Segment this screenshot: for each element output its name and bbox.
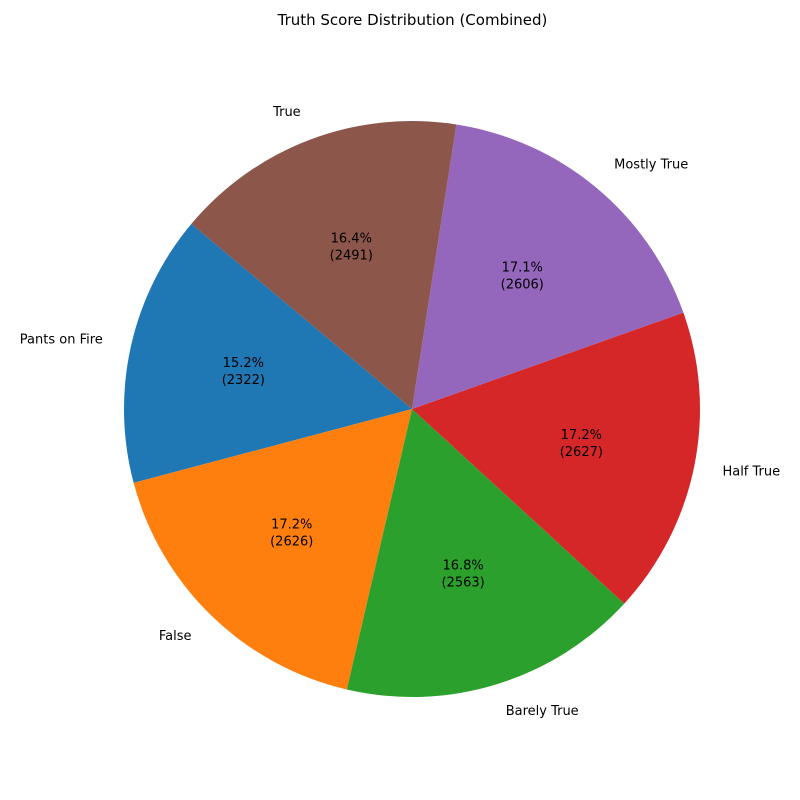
slice-label-true: True [272, 105, 301, 120]
pie-slice-barely-true [346, 409, 625, 697]
pie-slice-half-true [412, 312, 701, 604]
percent-label-mostly-true: 17.1% [502, 260, 543, 275]
slice-label-false: False [159, 629, 192, 644]
slice-label-half-true: Half True [722, 465, 780, 480]
slice-label-mostly-true: Mostly True [614, 158, 688, 173]
pie-slice-true [191, 121, 457, 409]
percent-label-true: 16.4% [331, 232, 372, 247]
pie-labels: Pants on Fire 15.2% (2322) False 17.2% (2626)… [20, 105, 780, 719]
slice-label-barely-true: Barely True [506, 704, 579, 719]
pie-slice-mostly-true [412, 124, 684, 410]
chart-title: Truth Score Distribution (Combined) [277, 11, 548, 29]
pie-slices [123, 121, 701, 697]
percent-label-barely-true: 16.8% [442, 559, 483, 574]
count-label-pants-on-fire: (2322) [222, 373, 265, 388]
count-label-mostly-true: (2606) [501, 277, 544, 292]
pie-slice-false [133, 409, 412, 690]
percent-label-half-true: 17.2% [561, 428, 602, 443]
slice-label-pants-on-fire: Pants on Fire [20, 333, 103, 348]
pie-slice-pants-on-fire [123, 223, 412, 483]
percent-label-pants-on-fire: 15.2% [223, 356, 264, 371]
count-label-half-true: (2627) [560, 445, 603, 460]
count-label-true: (2491) [330, 249, 373, 264]
count-label-false: (2626) [270, 535, 313, 550]
count-label-barely-true: (2563) [441, 576, 484, 591]
percent-label-false: 17.2% [271, 518, 312, 533]
